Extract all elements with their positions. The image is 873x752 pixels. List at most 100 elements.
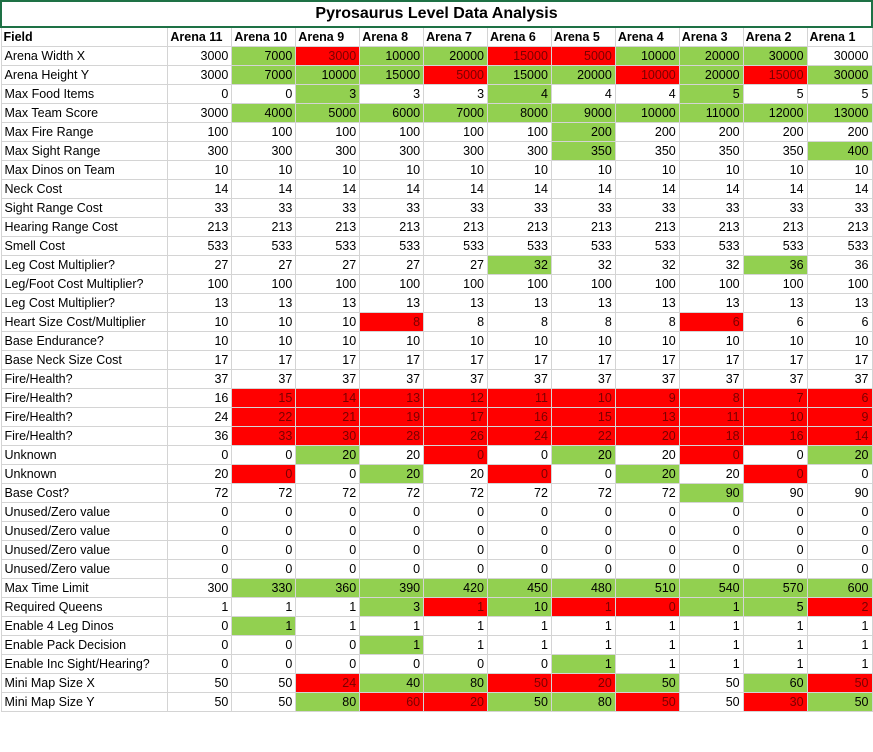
row-label[interactable]: Leg/Foot Cost Multiplier? [0,274,169,294]
data-cell[interactable]: 0 [167,559,233,579]
data-cell[interactable]: 22 [231,407,297,427]
data-cell[interactable]: 5000 [423,65,489,85]
data-cell[interactable]: 1 [742,654,808,674]
data-cell[interactable]: 14 [678,179,744,199]
data-cell[interactable]: 350 [678,141,744,161]
data-cell[interactable]: 0 [614,597,680,617]
data-cell[interactable]: 1 [231,597,297,617]
data-cell[interactable]: 5 [742,597,808,617]
data-cell[interactable]: 200 [678,122,744,142]
data-cell[interactable]: 510 [614,578,680,598]
data-cell[interactable]: 100 [423,122,489,142]
data-cell[interactable]: 0 [487,559,552,579]
data-cell[interactable]: 14 [231,179,297,199]
data-cell[interactable]: 10 [742,160,808,180]
data-cell[interactable]: 1 [359,616,425,636]
data-cell[interactable]: 0 [295,521,361,541]
data-cell[interactable]: 300 [167,578,233,598]
data-cell[interactable]: 60 [742,673,808,693]
data-cell[interactable]: 10 [167,160,233,180]
data-cell[interactable]: 32 [487,255,552,275]
data-cell[interactable]: 36 [742,255,808,275]
data-cell[interactable]: 33 [231,426,297,446]
row-label[interactable]: Fire/Health? [0,407,169,427]
data-cell[interactable]: 10 [167,312,233,332]
data-cell[interactable]: 213 [614,217,680,237]
data-cell[interactable]: 200 [806,122,873,142]
data-cell[interactable]: 50 [231,673,297,693]
data-cell[interactable]: 40 [359,673,425,693]
data-cell[interactable]: 3 [359,597,425,617]
data-cell[interactable]: 100 [678,274,744,294]
data-cell[interactable]: 533 [806,236,873,256]
data-cell[interactable]: 10 [550,331,616,351]
row-label[interactable]: Arena Width X [0,46,169,66]
data-cell[interactable]: 72 [359,483,425,503]
data-cell[interactable]: 20 [678,464,744,484]
data-cell[interactable]: 100 [167,122,233,142]
data-cell[interactable]: 32 [614,255,680,275]
row-label[interactable]: Unused/Zero value [0,540,169,560]
data-cell[interactable]: 0 [487,521,552,541]
data-cell[interactable]: 213 [678,217,744,237]
data-cell[interactable]: 0 [550,540,616,560]
data-cell[interactable]: 100 [231,122,297,142]
data-cell[interactable]: 50 [167,673,233,693]
data-cell[interactable]: 350 [614,141,680,161]
data-cell[interactable]: 0 [167,616,233,636]
data-cell[interactable]: 11 [487,388,552,408]
data-cell[interactable]: 26 [423,426,489,446]
data-cell[interactable]: 4 [550,84,616,104]
data-cell[interactable]: 533 [167,236,233,256]
data-cell[interactable]: 0 [359,540,425,560]
data-cell[interactable]: 33 [742,198,808,218]
data-cell[interactable]: 13 [614,407,680,427]
data-cell[interactable]: 1 [806,654,873,674]
data-cell[interactable]: 1 [742,616,808,636]
data-cell[interactable]: 0 [742,559,808,579]
data-cell[interactable]: 4000 [231,103,297,123]
data-cell[interactable]: 13 [550,293,616,313]
data-cell[interactable]: 1 [614,654,680,674]
data-cell[interactable]: 17 [678,350,744,370]
row-label[interactable]: Base Cost? [0,483,169,503]
data-cell[interactable]: 213 [487,217,552,237]
data-cell[interactable]: 3 [295,84,361,104]
data-cell[interactable]: 1 [295,597,361,617]
data-cell[interactable]: 72 [231,483,297,503]
data-cell[interactable]: 33 [231,198,297,218]
data-cell[interactable]: 0 [806,559,873,579]
data-cell[interactable]: 0 [742,502,808,522]
data-cell[interactable]: 15000 [742,65,808,85]
header-arena-3[interactable]: Arena 3 [678,26,744,47]
data-cell[interactable]: 10 [614,331,680,351]
data-cell[interactable]: 37 [678,369,744,389]
data-cell[interactable]: 600 [806,578,873,598]
data-cell[interactable]: 10 [359,160,425,180]
data-cell[interactable]: 10 [678,160,744,180]
data-cell[interactable]: 4 [487,84,552,104]
data-cell[interactable]: 100 [806,274,873,294]
data-cell[interactable]: 30000 [742,46,808,66]
data-cell[interactable]: 570 [742,578,808,598]
data-cell[interactable]: 1 [487,616,552,636]
data-cell[interactable]: 90 [678,483,744,503]
data-cell[interactable]: 10 [359,331,425,351]
header-arena-5[interactable]: Arena 5 [550,26,616,47]
data-cell[interactable]: 213 [295,217,361,237]
data-cell[interactable]: 10 [423,331,489,351]
data-cell[interactable]: 1 [423,597,489,617]
data-cell[interactable]: 0 [550,559,616,579]
data-cell[interactable]: 213 [423,217,489,237]
data-cell[interactable]: 0 [550,521,616,541]
data-cell[interactable]: 10000 [359,46,425,66]
data-cell[interactable]: 100 [295,122,361,142]
data-cell[interactable]: 20000 [678,46,744,66]
data-cell[interactable]: 0 [231,502,297,522]
data-cell[interactable]: 72 [295,483,361,503]
data-cell[interactable]: 50 [231,692,297,712]
data-cell[interactable]: 0 [167,521,233,541]
data-cell[interactable]: 10 [487,160,552,180]
data-cell[interactable]: 90 [742,483,808,503]
data-cell[interactable]: 213 [550,217,616,237]
